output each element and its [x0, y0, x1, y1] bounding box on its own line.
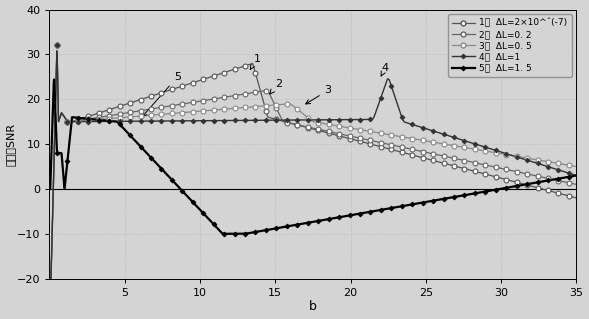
Legend: 1：  ΔL=2×10^ˆ(-7), 2：  ΔL=0. 2, 3：  ΔL=0. 5, 4：  ΔL=1, 5：  ΔL=1. 5: 1： ΔL=2×10^ˆ(-7), 2： ΔL=0. 2, 3： ΔL=0. 5…	[448, 14, 572, 77]
Text: 5: 5	[143, 72, 181, 116]
Text: 3: 3	[306, 85, 332, 104]
Text: 4: 4	[381, 63, 389, 76]
Text: 1: 1	[250, 54, 261, 69]
Y-axis label: 信噪比SNR: 信噪比SNR	[5, 122, 15, 166]
X-axis label: b: b	[309, 300, 317, 314]
Text: 2: 2	[270, 78, 282, 94]
